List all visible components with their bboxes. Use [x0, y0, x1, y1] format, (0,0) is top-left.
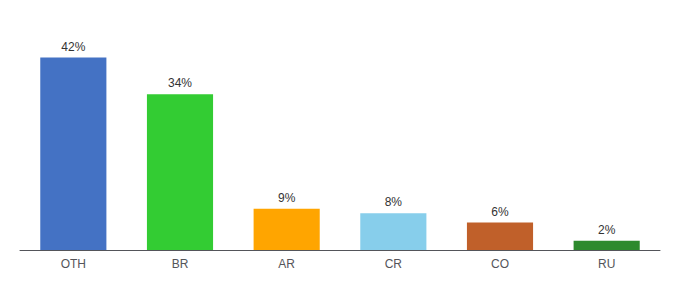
svg-text:BR: BR [172, 257, 189, 271]
svg-text:6%: 6% [491, 205, 509, 219]
svg-text:RU: RU [598, 257, 615, 271]
svg-text:42%: 42% [61, 40, 85, 54]
svg-text:OTH: OTH [61, 257, 86, 271]
svg-text:8%: 8% [385, 195, 403, 209]
svg-text:34%: 34% [168, 76, 192, 90]
svg-text:AR: AR [278, 257, 295, 271]
svg-text:2%: 2% [598, 223, 616, 237]
svg-text:CR: CR [385, 257, 403, 271]
svg-text:CO: CO [491, 257, 509, 271]
svg-text:9%: 9% [278, 191, 296, 205]
